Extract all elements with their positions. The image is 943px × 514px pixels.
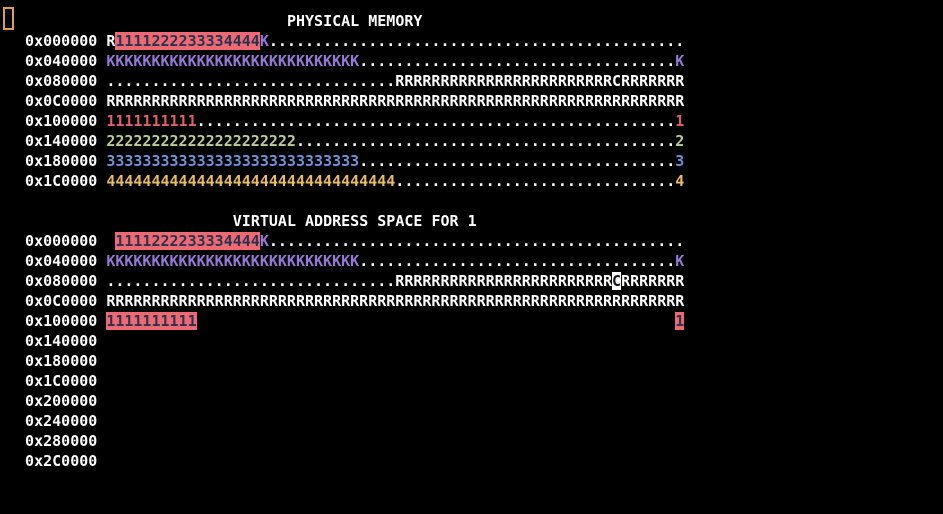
row-address: 0x040000 xyxy=(25,52,98,70)
memory-row: 0x000000 R1111222233334444K..............… xyxy=(7,31,684,51)
row-address: 0x080000 xyxy=(25,272,98,290)
memory-row: 0x280000 xyxy=(7,431,684,451)
memory-segment: 222222222222222222222 xyxy=(106,132,296,150)
row-address: 0x1C0000 xyxy=(25,172,98,190)
row-address: 0x000000 xyxy=(25,32,98,50)
memory-row: 0x1C0000 44444444444444444444444444444444… xyxy=(7,171,684,191)
memory-segment: 1 xyxy=(675,112,685,130)
memory-segment: R xyxy=(106,32,116,50)
memory-segment: KKKKKKKKKKKKKKKKKKKKKKKKKKKK xyxy=(106,252,360,270)
memory-segment: RRRRRRRRRRRRRRRRRRRRRRRRRRRRRRRRRRRRRRRR… xyxy=(106,92,685,110)
memory-map-string: R1111222233334444K......................… xyxy=(106,32,684,50)
row-address: 0x280000 xyxy=(25,432,98,450)
memory-row: 0x0C0000 RRRRRRRRRRRRRRRRRRRRRRRRRRRRRRRR… xyxy=(7,291,684,311)
memory-map-string: 1111222233334444K.......................… xyxy=(106,232,684,250)
memory-map-string: 3333333333333333333333333333............… xyxy=(106,152,684,170)
memory-segment: K xyxy=(259,32,269,50)
memory-segment: 3 xyxy=(675,152,685,170)
memory-segment: 1111111111 xyxy=(106,112,197,130)
memory-segment: 4 xyxy=(675,172,685,190)
memory-segment: 1111222233334444 xyxy=(115,32,260,50)
blank-line xyxy=(7,191,684,211)
memory-row: 0x1C0000 xyxy=(7,371,684,391)
memory-segment: 1 xyxy=(675,312,685,330)
memory-segment: RRRRRRRRRRRRRRRRRRRRRRRRRRRRRRRRRRRRRRRR… xyxy=(106,292,685,310)
memory-segment: ........................................… xyxy=(268,32,685,50)
memory-segment: ................................RRRRRRRR… xyxy=(106,272,613,290)
memory-row: 0x000000 1111222233334444K..............… xyxy=(7,231,684,251)
memory-row: 0x180000 3333333333333333333333333333....… xyxy=(7,151,684,171)
memory-segment: 1111111111 xyxy=(106,312,197,330)
memory-console: PHYSICAL MEMORY 0x000000 R1111222233334444… xyxy=(7,11,685,471)
memory-map-string: ................................RRRRRRRR… xyxy=(106,272,684,290)
row-address: 0x180000 xyxy=(25,152,98,170)
memory-map-string: KKKKKKKKKKKKKKKKKKKKKKKKKKKK............… xyxy=(106,52,684,70)
memory-row: 0x080000................................… xyxy=(7,271,684,291)
memory-row: 0x200000 xyxy=(7,391,684,411)
memory-map-string: 1111111111..............................… xyxy=(106,112,684,130)
row-address: 0x000000 xyxy=(25,232,98,250)
memory-segment: C xyxy=(612,272,622,290)
memory-row: 0x040000 KKKKKKKKKKKKKKKKKKKKKKKKKKKK....… xyxy=(7,251,684,271)
memory-segment: ............................... xyxy=(395,172,676,190)
row-address: 0x0C0000 xyxy=(25,92,98,110)
row-address: 0x180000 xyxy=(25,352,98,370)
section-title: PHYSICAL MEMORY xyxy=(286,12,423,30)
memory-segment: ........................................… xyxy=(196,112,676,130)
section-title-line: PHYSICAL MEMORY xyxy=(7,11,684,31)
memory-row: 0x2C0000 xyxy=(7,451,684,471)
memory-map-string: 222222222222222222222...................… xyxy=(106,132,684,150)
memory-segment: RRRRRRR xyxy=(621,272,685,290)
memory-row: 0x040000 KKKKKKKKKKKKKKKKKKKKKKKKKKKK....… xyxy=(7,51,684,71)
memory-row: 0x140000 xyxy=(7,331,684,351)
memory-segment: 3333333333333333333333333333 xyxy=(106,152,360,170)
memory-row: 0x0C0000 RRRRRRRRRRRRRRRRRRRRRRRRRRRRRRRR… xyxy=(7,91,684,111)
row-address: 0x140000 xyxy=(25,332,98,350)
memory-segment: K xyxy=(675,52,685,70)
row-address: 0x0C0000 xyxy=(25,292,98,310)
memory-segment: ................................... xyxy=(359,252,676,270)
memory-segment xyxy=(197,312,676,330)
memory-segment: ................................... xyxy=(359,152,676,170)
terminal-cursor xyxy=(3,7,14,30)
memory-row: 0x100000 1111111111......................… xyxy=(7,111,684,131)
memory-segment: ........................................… xyxy=(268,232,685,250)
memory-map-string: RRRRRRRRRRRRRRRRRRRRRRRRRRRRRRRRRRRRRRRR… xyxy=(106,292,684,310)
memory-map-string: ................................RRRRRRRR… xyxy=(106,72,684,90)
section-title-line: VIRTUAL ADDRESS SPACE FOR 1 xyxy=(7,211,684,231)
memory-segment: KKKKKKKKKKKKKKKKKKKKKKKKKKKK xyxy=(106,52,360,70)
memory-segment: 44444444444444444444444444444444 xyxy=(106,172,396,190)
memory-row: 0x140000 222222222222222222222...........… xyxy=(7,131,684,151)
memory-row: 0x240000 xyxy=(7,411,684,431)
row-address: 0x1C0000 xyxy=(25,372,98,390)
memory-map-string: KKKKKKKKKKKKKKKKKKKKKKKKKKKK............… xyxy=(106,252,684,270)
memory-map-string: 44444444444444444444444444444444........… xyxy=(106,172,684,190)
memory-segment: ................................RRRRRRRR… xyxy=(106,72,685,90)
row-address: 0x100000 xyxy=(25,312,98,330)
memory-map-string: RRRRRRRRRRRRRRRRRRRRRRRRRRRRRRRRRRRRRRRR… xyxy=(106,92,684,110)
memory-segment xyxy=(106,232,115,250)
memory-segment: 1111222233334444 xyxy=(115,232,260,250)
memory-segment: ................................... xyxy=(359,52,676,70)
row-address: 0x2C0000 xyxy=(25,452,98,470)
memory-row: 0x180000 xyxy=(7,351,684,371)
memory-segment: 2 xyxy=(675,132,685,150)
memory-row: 0x100000 1111111111 1 xyxy=(7,311,685,331)
row-address: 0x080000 xyxy=(25,72,98,90)
row-address: 0x200000 xyxy=(25,392,98,410)
row-address: 0x100000 xyxy=(25,112,98,130)
memory-row: 0x080000................................… xyxy=(7,71,684,91)
memory-segment: K xyxy=(675,252,685,270)
row-address: 0x040000 xyxy=(25,252,98,270)
row-address: 0x140000 xyxy=(25,132,98,150)
row-address: 0x240000 xyxy=(25,412,98,430)
memory-segment: K xyxy=(259,232,269,250)
section-title: VIRTUAL ADDRESS SPACE FOR 1 xyxy=(232,212,477,230)
memory-map-string: 1111111111 1 xyxy=(106,312,685,330)
memory-segment: ........................................… xyxy=(295,132,676,150)
